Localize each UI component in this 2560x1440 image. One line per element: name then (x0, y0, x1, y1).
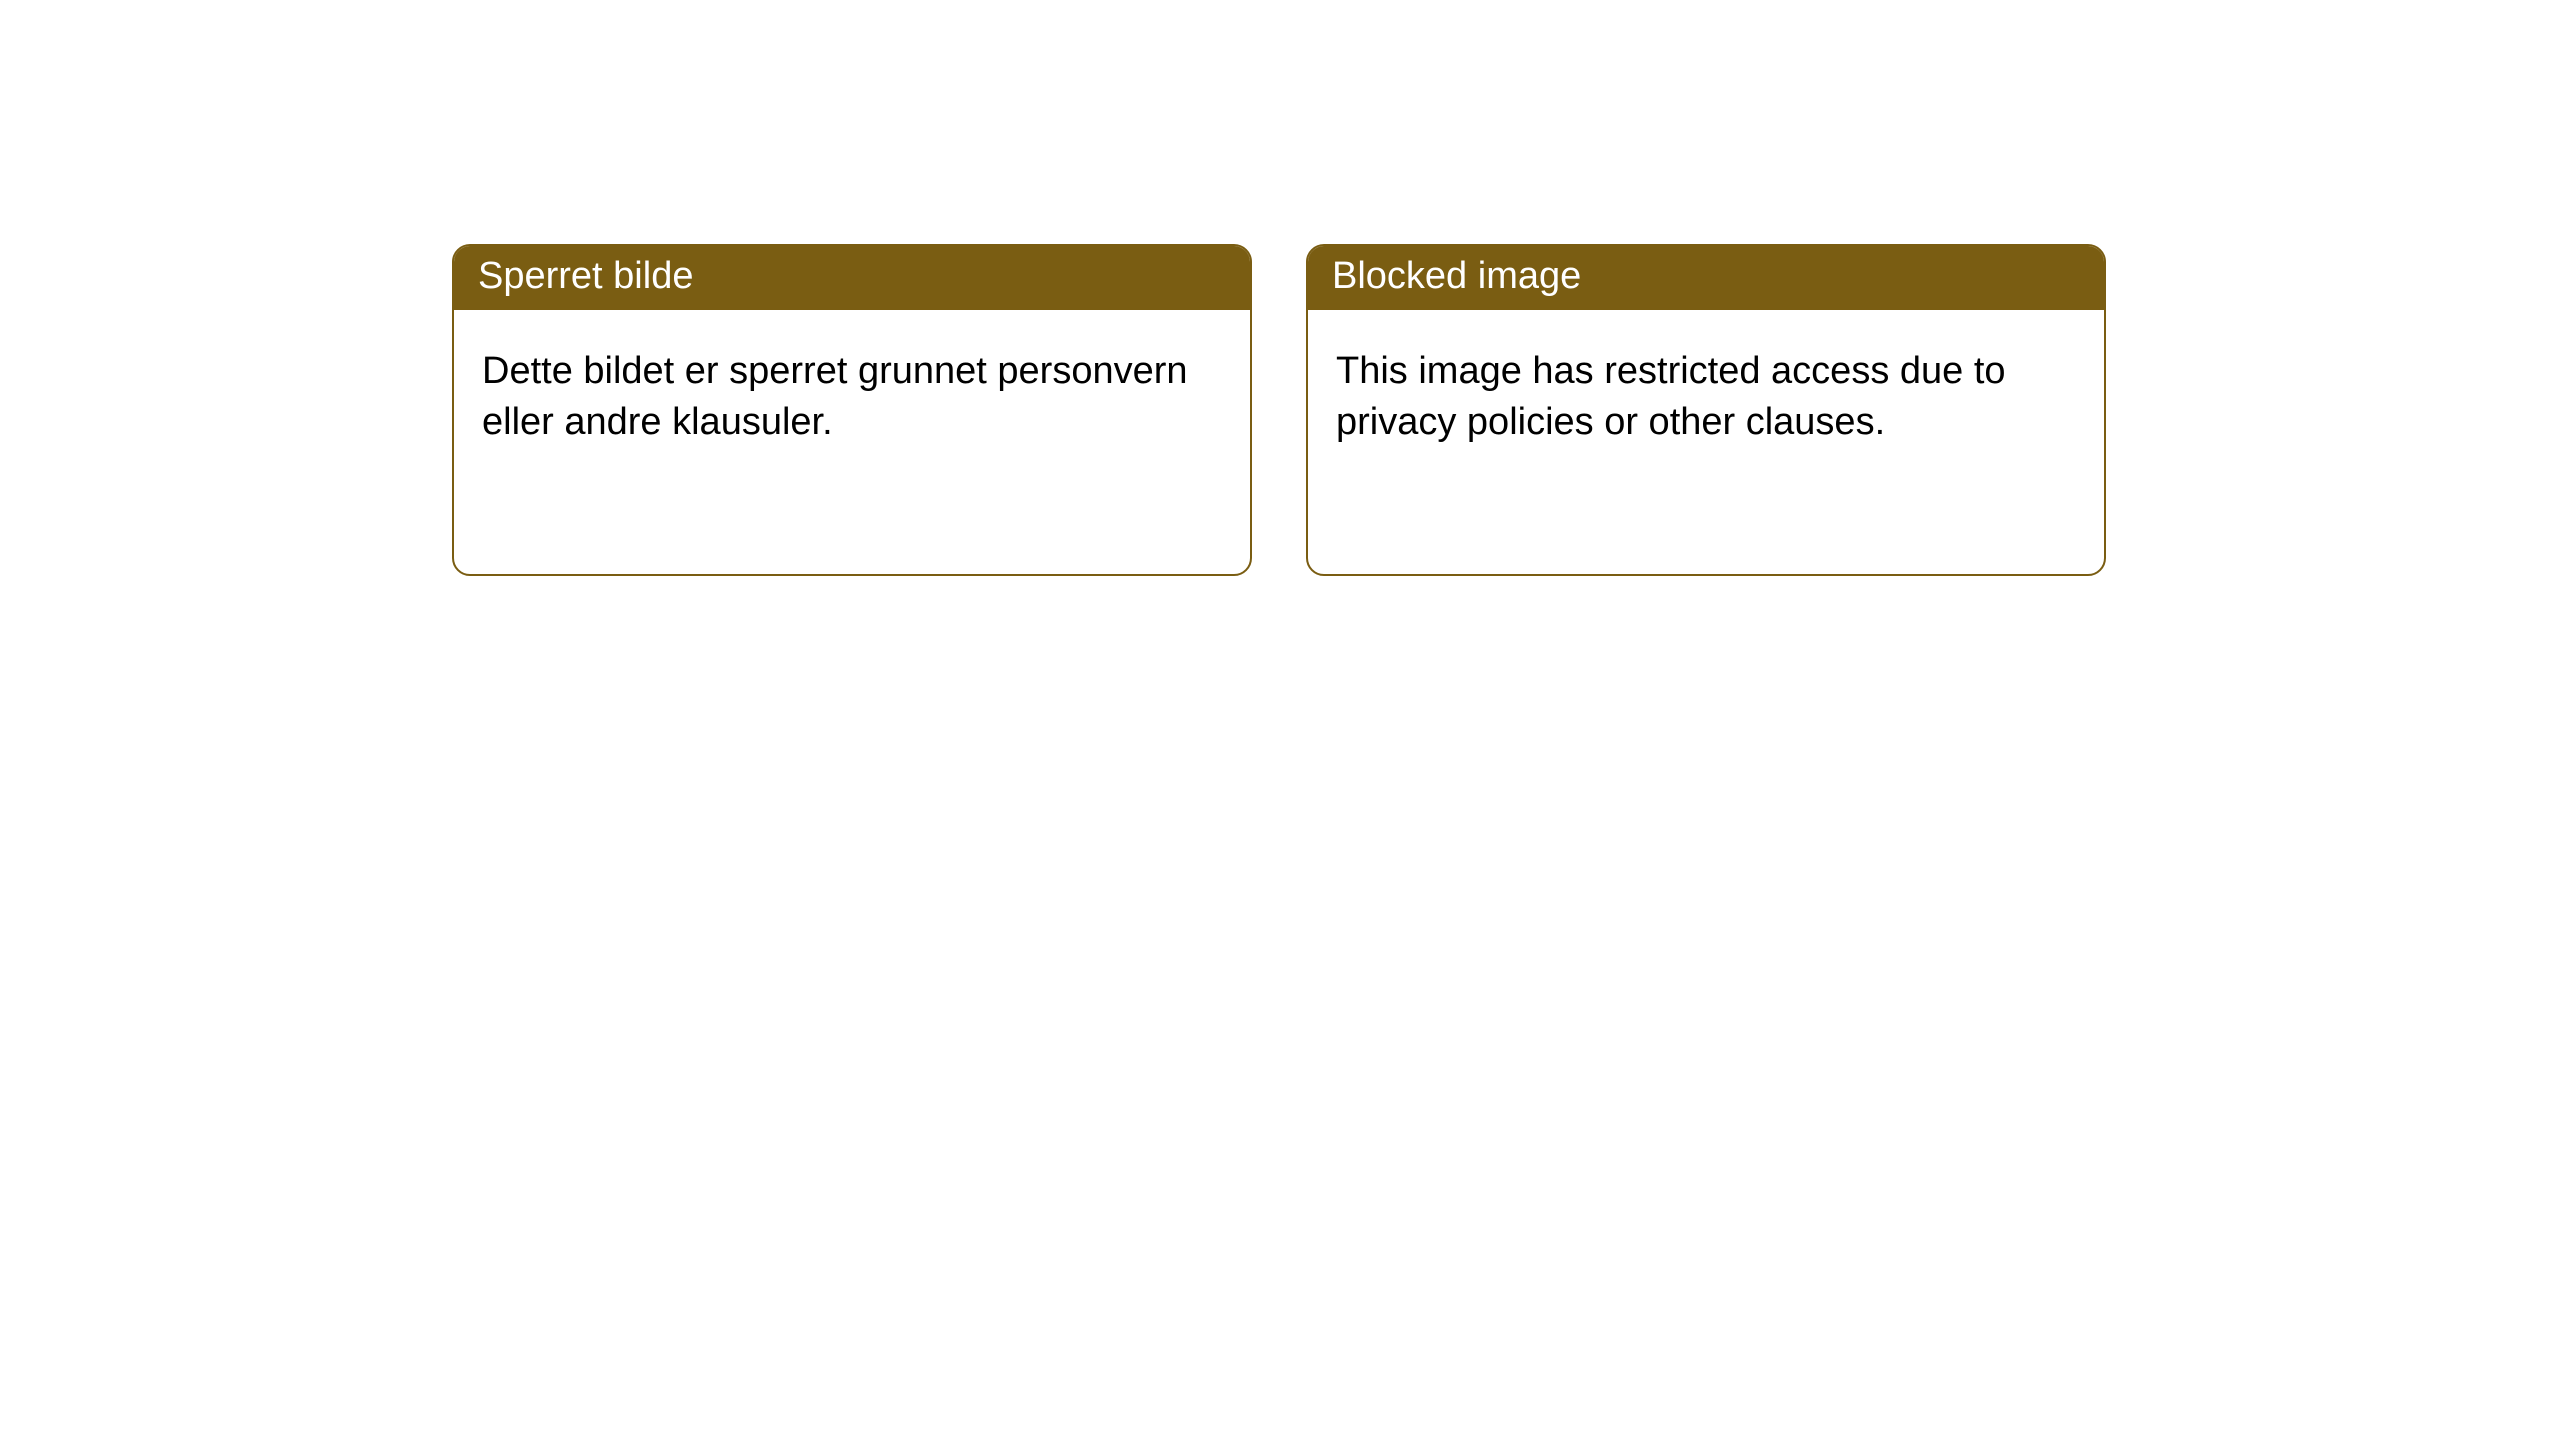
card-body: This image has restricted access due to … (1308, 310, 2104, 485)
card-body-text: Dette bildet er sperret grunnet personve… (482, 350, 1188, 443)
card-title: Blocked image (1332, 255, 1581, 297)
notice-cards-container: Sperret bilde Dette bildet er sperret gr… (0, 0, 2560, 576)
card-header: Blocked image (1308, 246, 2104, 310)
card-body: Dette bildet er sperret grunnet personve… (454, 310, 1250, 485)
card-header: Sperret bilde (454, 246, 1250, 310)
notice-card-english: Blocked image This image has restricted … (1306, 244, 2106, 576)
card-title: Sperret bilde (478, 255, 693, 297)
notice-card-norwegian: Sperret bilde Dette bildet er sperret gr… (452, 244, 1252, 576)
card-body-text: This image has restricted access due to … (1336, 350, 2006, 443)
